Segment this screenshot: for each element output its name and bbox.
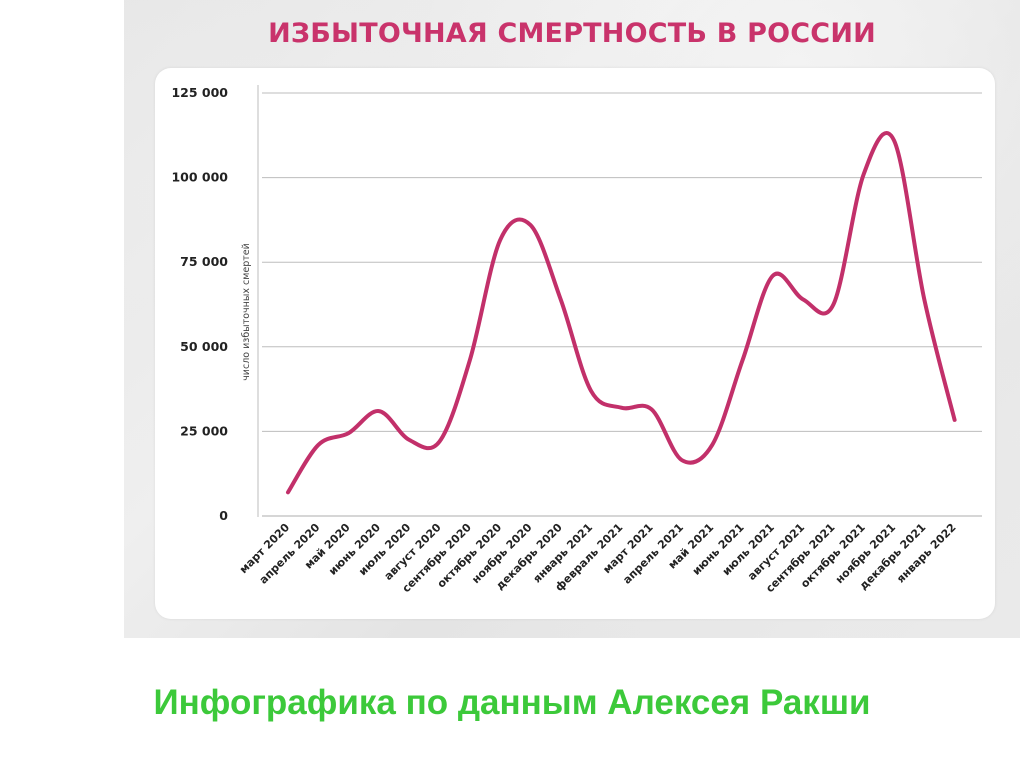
y-axis-label: число избыточных смертей [241, 243, 252, 381]
slide-caption: Инфографика по данным Алексея Ракши [153, 683, 871, 722]
y-axis-ticks: 0 25 000 50 000 75 000 100 000 125 000 [171, 85, 228, 523]
y-tick-label: 50 000 [180, 339, 228, 354]
y-tick-label: 25 000 [180, 423, 228, 438]
grid-lines [262, 92, 982, 517]
chart-title: ИЗБЫТОЧНАЯ СМЕРТНОСТЬ В РОССИИ [268, 18, 876, 49]
y-tick-label: 75 000 [180, 254, 228, 269]
y-tick-label: 100 000 [171, 170, 228, 185]
series-line-excess-deaths [286, 131, 957, 495]
y-tick-label: 125 000 [171, 85, 228, 100]
y-tick-label: 0 [219, 508, 228, 523]
